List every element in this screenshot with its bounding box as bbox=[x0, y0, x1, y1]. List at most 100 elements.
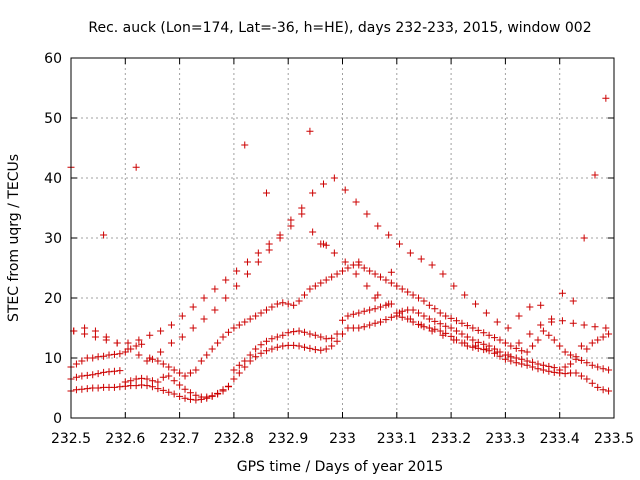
data-point bbox=[91, 333, 99, 341]
x-tick-label: 232.7 bbox=[160, 431, 200, 447]
data-point bbox=[447, 314, 455, 322]
data-point bbox=[262, 347, 270, 355]
data-point bbox=[387, 279, 395, 287]
data-point bbox=[170, 390, 178, 398]
data-point bbox=[246, 351, 254, 359]
y-tick-label: 60 bbox=[44, 51, 62, 67]
data-point bbox=[537, 301, 545, 309]
data-point bbox=[550, 364, 558, 372]
data-point bbox=[246, 315, 254, 323]
x-tick-label: 233.2 bbox=[431, 431, 471, 447]
data-point bbox=[558, 317, 566, 325]
data-point bbox=[298, 204, 306, 212]
data-point bbox=[599, 386, 607, 394]
data-point bbox=[458, 319, 466, 327]
data-point bbox=[167, 321, 175, 329]
data-point bbox=[539, 327, 547, 335]
data-point bbox=[276, 231, 284, 239]
data-point bbox=[200, 294, 208, 302]
data-point bbox=[387, 268, 395, 276]
data-point bbox=[480, 340, 488, 348]
data-point bbox=[311, 331, 319, 339]
data-point bbox=[159, 360, 167, 368]
data-point bbox=[116, 367, 124, 375]
data-point bbox=[309, 189, 317, 197]
data-point bbox=[409, 306, 417, 314]
data-point bbox=[328, 342, 336, 350]
data-point bbox=[577, 356, 585, 364]
data-point bbox=[300, 328, 308, 336]
data-point bbox=[81, 324, 89, 332]
data-point bbox=[300, 343, 308, 351]
data-point bbox=[306, 330, 314, 338]
data-point bbox=[417, 255, 425, 263]
data-point bbox=[146, 331, 154, 339]
data-point bbox=[322, 276, 330, 284]
data-point bbox=[387, 313, 395, 321]
data-point bbox=[252, 312, 260, 320]
data-point bbox=[594, 336, 602, 344]
data-point bbox=[241, 363, 249, 371]
data-point bbox=[577, 372, 585, 380]
data-point bbox=[170, 377, 178, 385]
data-point bbox=[333, 337, 341, 345]
data-point bbox=[561, 348, 569, 356]
data-point bbox=[567, 351, 575, 359]
data-point bbox=[89, 354, 97, 362]
data-point bbox=[371, 305, 379, 313]
data-point bbox=[382, 316, 390, 324]
data-point bbox=[306, 127, 314, 135]
data-point bbox=[159, 373, 167, 381]
data-point bbox=[287, 222, 295, 230]
data-point bbox=[371, 270, 379, 278]
data-point bbox=[165, 388, 173, 396]
data-point bbox=[605, 366, 613, 374]
data-point bbox=[317, 240, 325, 248]
data-point bbox=[102, 336, 110, 344]
data-point bbox=[526, 303, 534, 311]
data-point bbox=[374, 222, 382, 230]
data-point bbox=[534, 336, 542, 344]
data-point bbox=[105, 368, 113, 376]
data-point bbox=[219, 333, 227, 341]
data-point bbox=[385, 231, 393, 239]
data-point bbox=[355, 324, 363, 332]
data-point bbox=[124, 345, 132, 353]
data-point bbox=[254, 258, 262, 266]
data-point bbox=[355, 261, 363, 269]
data-point bbox=[157, 348, 165, 356]
data-point bbox=[377, 273, 385, 281]
data-point bbox=[135, 351, 143, 359]
data-point bbox=[200, 315, 208, 323]
data-point bbox=[550, 336, 558, 344]
data-point bbox=[493, 318, 501, 326]
data-point bbox=[322, 335, 330, 343]
data-point bbox=[176, 369, 184, 377]
data-point bbox=[572, 353, 580, 361]
y-tick-label: 50 bbox=[44, 111, 62, 127]
data-point bbox=[110, 383, 118, 391]
data-point bbox=[341, 258, 349, 266]
data-point bbox=[230, 366, 238, 374]
data-point bbox=[328, 334, 336, 342]
data-point bbox=[605, 387, 613, 395]
data-point bbox=[257, 309, 265, 317]
data-point bbox=[450, 336, 458, 344]
data-point bbox=[265, 246, 273, 254]
x-tick-label: 232.6 bbox=[105, 431, 145, 447]
data-point bbox=[567, 360, 575, 368]
data-point bbox=[192, 391, 200, 399]
data-point bbox=[583, 375, 591, 383]
data-point bbox=[224, 383, 232, 391]
data-point bbox=[436, 327, 444, 335]
data-point bbox=[537, 321, 545, 329]
data-point bbox=[284, 300, 292, 308]
data-point bbox=[366, 267, 374, 275]
data-point bbox=[482, 345, 490, 353]
data-point bbox=[233, 282, 241, 290]
data-point bbox=[545, 331, 553, 339]
data-point bbox=[230, 324, 238, 332]
data-point bbox=[178, 312, 186, 320]
data-point bbox=[170, 366, 178, 374]
data-point bbox=[349, 310, 357, 318]
